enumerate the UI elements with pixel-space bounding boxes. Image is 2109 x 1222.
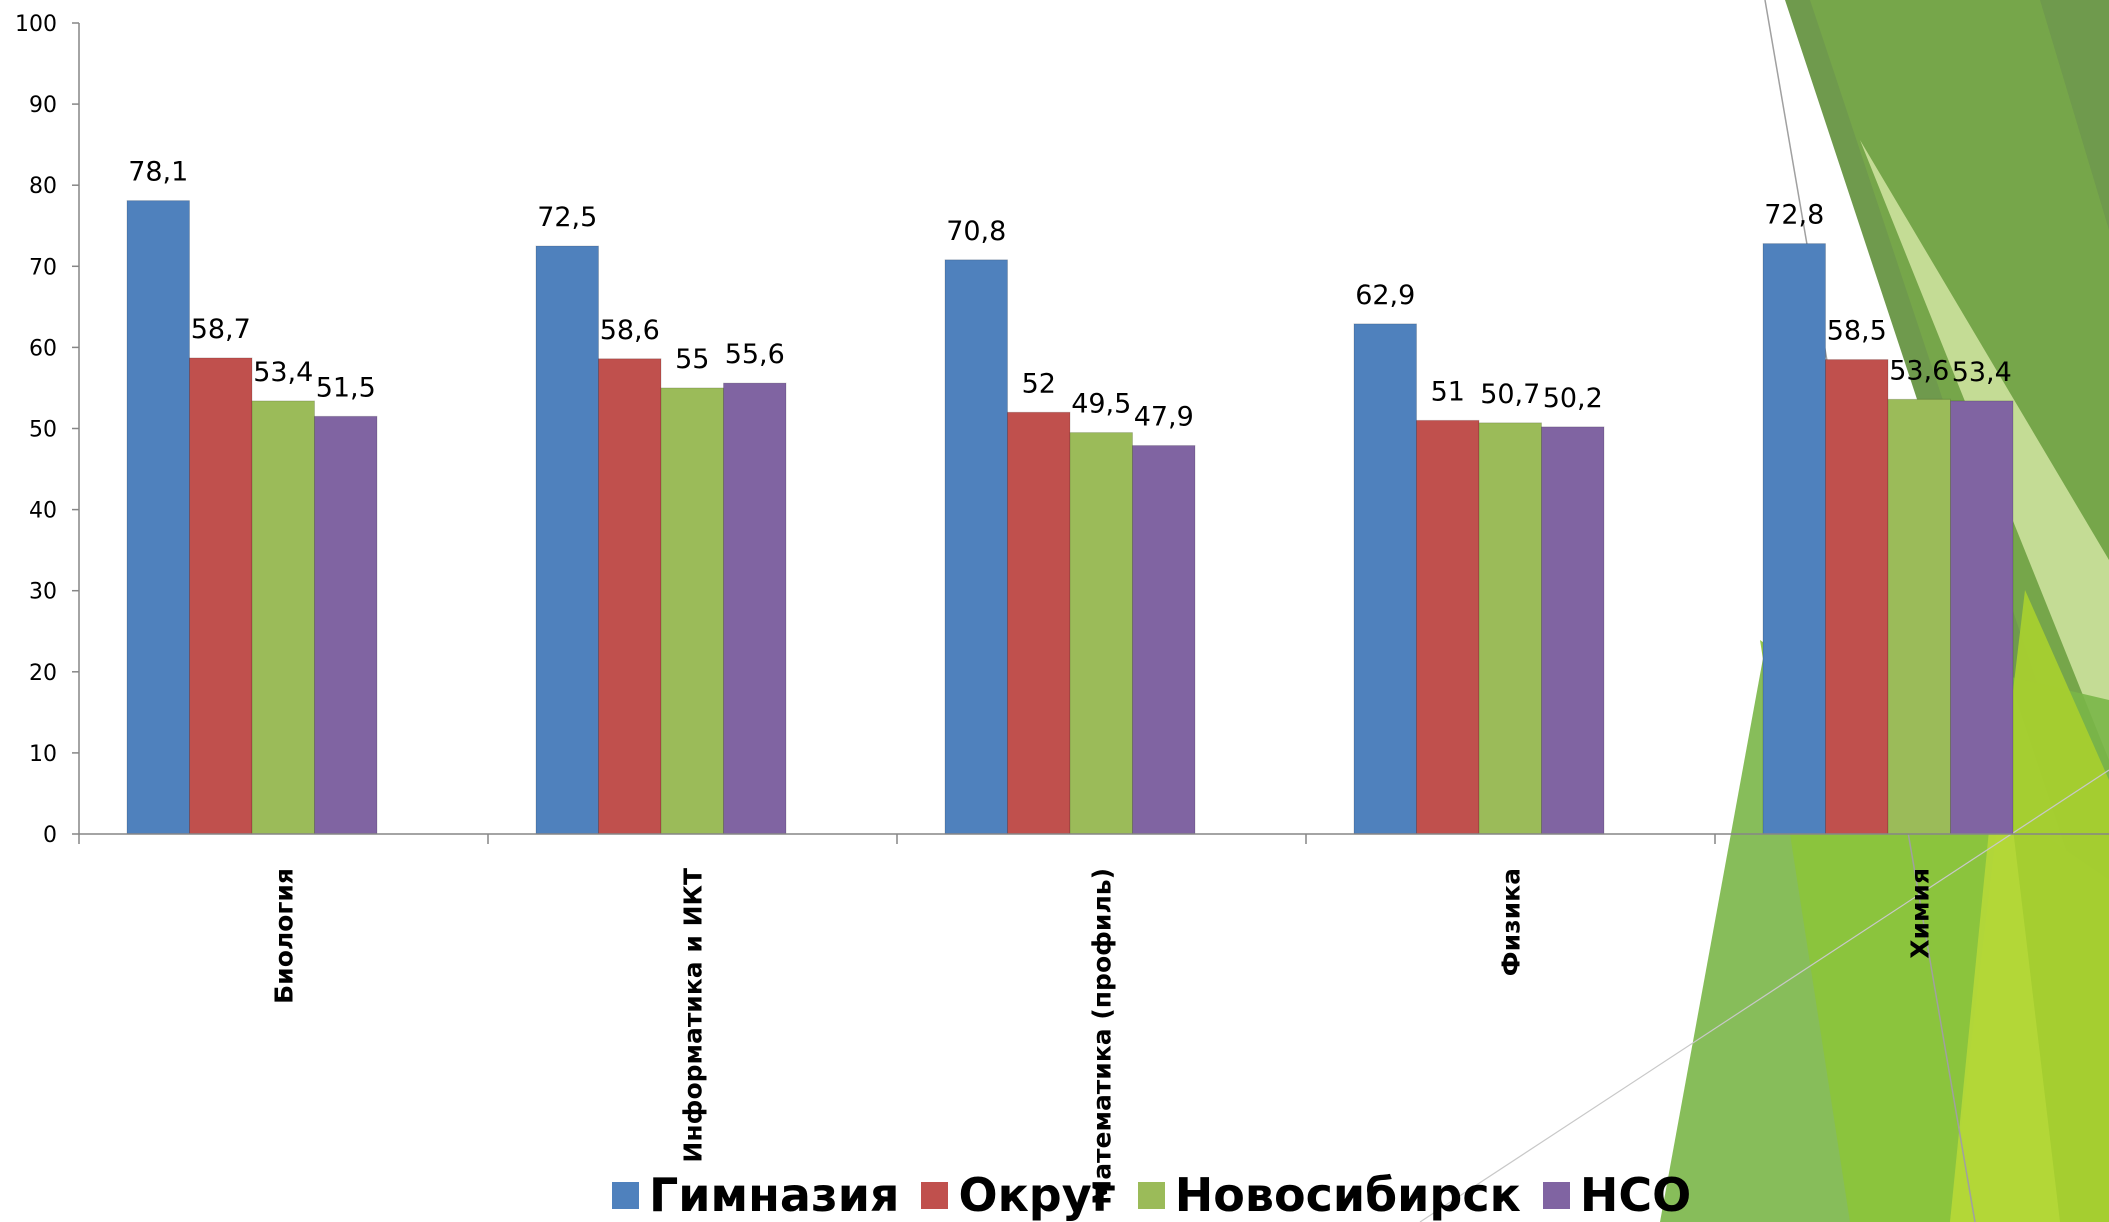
bar-4-1 (314, 415, 378, 835)
legend-label: НСО (1579, 1168, 1692, 1222)
legend-swatch (921, 1181, 949, 1209)
y-tick-label: 40 (29, 499, 57, 524)
data-label: 55 (675, 344, 709, 375)
y-tick-label: 10 (29, 742, 57, 767)
bar-4-5 (1950, 400, 2014, 835)
legend: Гимназия Округ Новосибирск НСО (612, 1168, 1691, 1222)
category-label: Информатика и ИКТ (679, 868, 708, 1163)
data-label: 50,7 (1480, 379, 1540, 410)
bar-3-5 (1887, 398, 1951, 835)
bar-1-2 (535, 245, 599, 835)
bar-2-3 (1007, 411, 1071, 835)
legend-item: Новосибирск (1137, 1168, 1521, 1222)
data-label: 51 (1431, 376, 1465, 407)
bar-4-3 (1132, 445, 1196, 835)
bar-1-3 (944, 259, 1008, 835)
data-labels: 78,158,753,4 51,572,558,655 55,670,85249,5… (128, 157, 2012, 433)
bar-4-4 (1541, 426, 1605, 835)
category-label: Химия (1906, 868, 1935, 959)
data-label: 78,1 (128, 157, 188, 188)
data-label: 58,7 (191, 314, 251, 345)
bar-1-1 (126, 200, 190, 835)
bar-4-2 (723, 382, 787, 835)
x-axis: Биология Информатика и ИКТ Математика (про… (78, 833, 2109, 1205)
bar-3-4 (1478, 422, 1542, 835)
bars (126, 200, 2014, 835)
data-label: 53,4 (253, 357, 313, 388)
data-label: 49,5 (1071, 389, 1131, 420)
bar-3-1 (251, 400, 315, 835)
y-axis: 0 10 20 30 40 50 60 70 80 90 100 (15, 12, 80, 848)
bar-2-1 (189, 357, 253, 835)
y-tick-label: 100 (15, 12, 57, 37)
data-label: 50,2 (1543, 383, 1603, 414)
y-tick-label: 90 (29, 93, 57, 118)
legend-swatch (612, 1181, 639, 1209)
data-label: 72,5 (537, 202, 597, 233)
data-label: 72,8 (1764, 200, 1824, 231)
legend-item: Округ (921, 1168, 1116, 1222)
y-tick-label: 50 (29, 418, 57, 443)
data-label: 58,6 (600, 315, 660, 346)
data-label: 53,6 (1889, 355, 1949, 386)
y-tick-label: 30 (29, 580, 57, 605)
data-label: 52 (1022, 368, 1056, 399)
legend-item: Гимназия (612, 1168, 899, 1222)
data-label: 55,6 (725, 339, 785, 370)
data-label: 58,5 (1827, 316, 1887, 347)
category-label: Биология (270, 868, 299, 1004)
data-label: 70,8 (946, 216, 1006, 247)
bar-2-2 (598, 358, 662, 835)
y-tick-label: 20 (29, 661, 57, 686)
data-label: 53,4 (1952, 357, 2012, 388)
legend-swatch (1542, 1181, 1570, 1209)
category-label: Физика (1497, 868, 1526, 976)
y-tick-label: 60 (29, 336, 57, 361)
data-label: 62,9 (1355, 280, 1415, 311)
legend-label: Гимназия (649, 1168, 900, 1222)
bar-1-5 (1762, 243, 1826, 835)
y-tick-label: 0 (43, 823, 57, 848)
legend-label: Новосибирск (1174, 1168, 1521, 1222)
bar-3-3 (1069, 432, 1133, 835)
data-label: 47,9 (1134, 402, 1194, 433)
legend-label: Округ (958, 1168, 1116, 1222)
bar-2-5 (1825, 359, 1889, 835)
y-tick-label: 80 (29, 174, 57, 199)
bar-2-4 (1416, 419, 1480, 835)
legend-swatch (1137, 1181, 1165, 1209)
category-label: Математика (профиль) (1088, 868, 1117, 1205)
legend-item: НСО (1542, 1168, 1692, 1222)
data-label: 51,5 (316, 372, 376, 403)
y-tick-label: 70 (29, 255, 57, 280)
bar-1-4 (1353, 323, 1417, 835)
bar-3-2 (660, 387, 724, 835)
